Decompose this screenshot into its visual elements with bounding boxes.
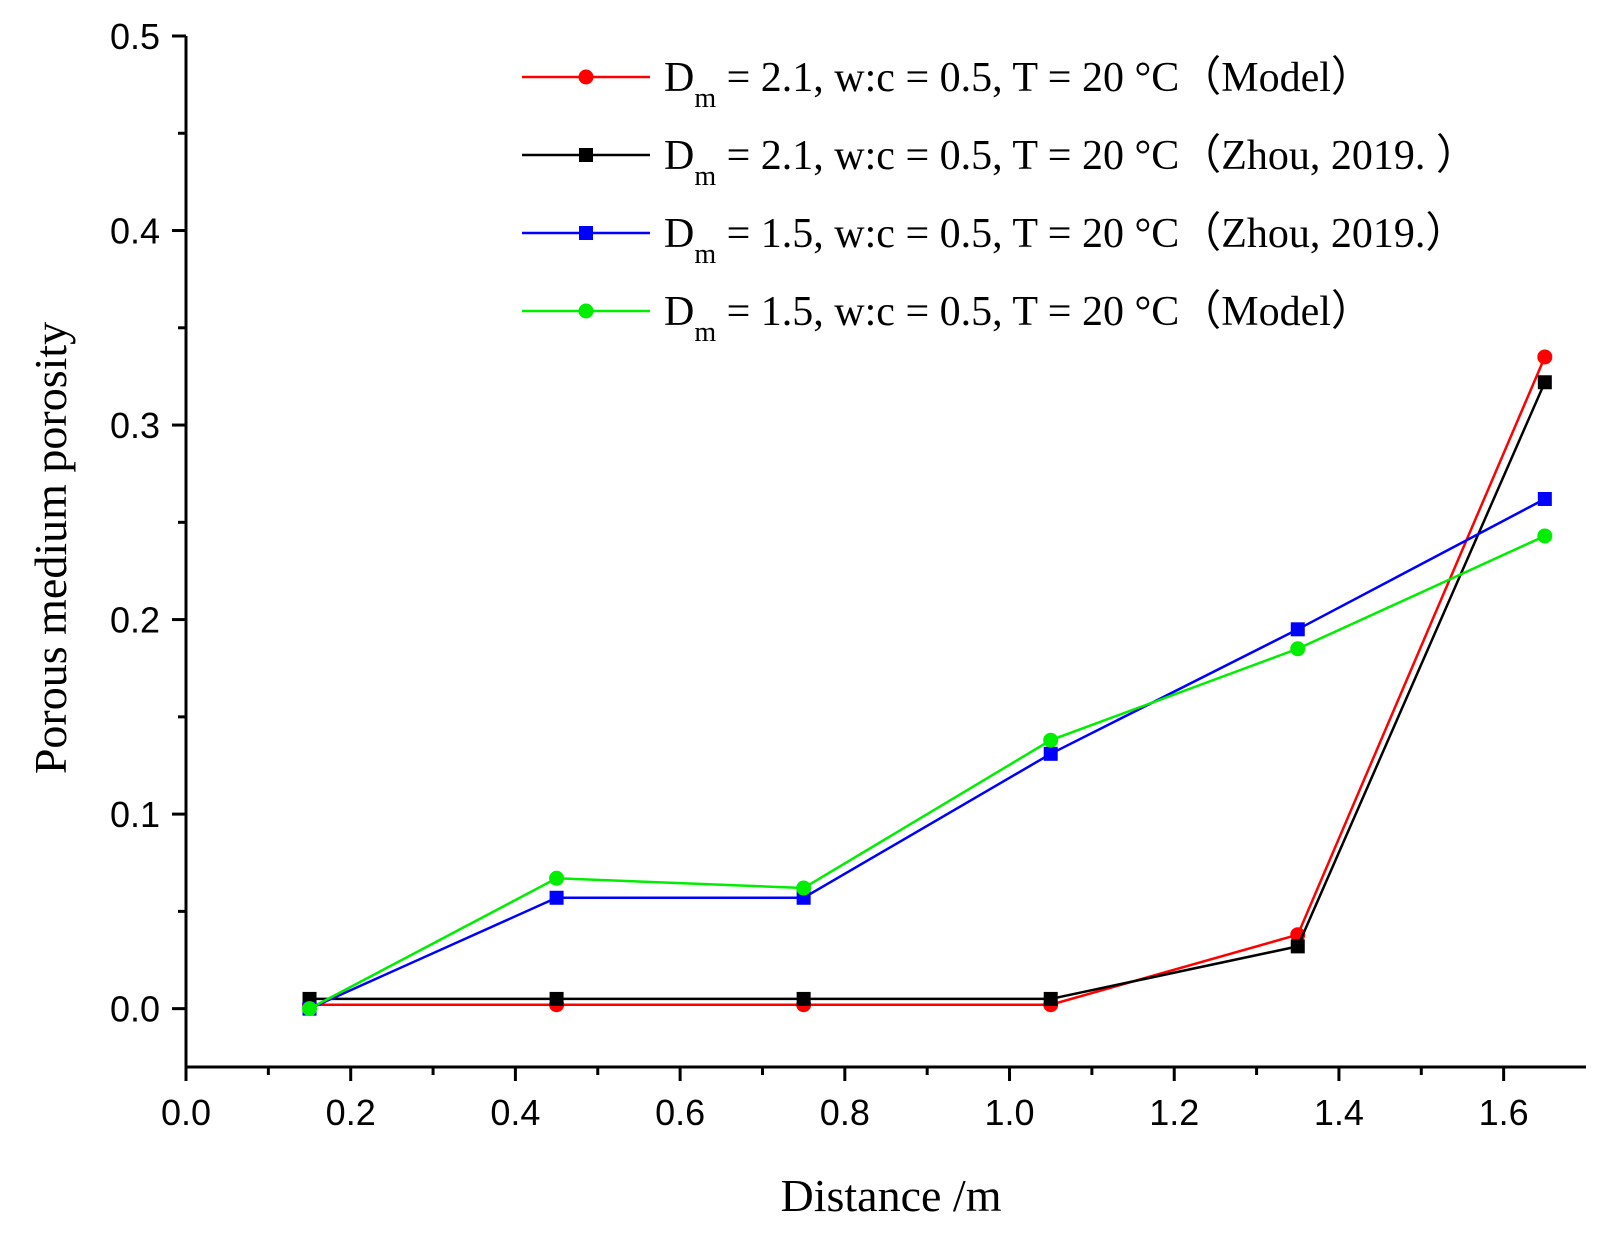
data-point (1290, 622, 1305, 637)
x-tick-label: 0.6 (655, 1092, 705, 1133)
series-3 (302, 491, 1552, 1016)
legend-item: Dm = 2.1, w:c = 0.5, T = 20 °C（Zhou, 201… (522, 133, 1478, 192)
series-line (309, 381, 1546, 1001)
x-tick-label: 1.2 (1149, 1092, 1199, 1133)
x-tick-label: 1.0 (985, 1092, 1035, 1133)
series-2 (302, 375, 1552, 1006)
x-axis-title: Distance /m (781, 1170, 1002, 1221)
x-tick-label: 0.8 (820, 1092, 870, 1133)
y-tick-label: 0.4 (110, 211, 160, 252)
axes: 0.0 0.2 0.4 0.6 0.8 1.0 1.2 1.4 1.6 0.0 0.1 0.2 0.3 0… (110, 16, 1586, 1133)
legend-label: Dm = 1.5, w:c = 0.5, T = 20 °C（Zhou, 201… (664, 211, 1467, 270)
data-point (1537, 349, 1553, 365)
legend-marker (578, 69, 594, 85)
data-point (549, 890, 564, 905)
legend-marker (579, 226, 593, 240)
y-tick-label: 0.2 (110, 600, 160, 641)
y-tick-label: 0.1 (110, 794, 160, 835)
data-point (1537, 375, 1552, 390)
series-line (309, 497, 1546, 1010)
x-tick-label: 1.6 (1479, 1092, 1529, 1133)
legend: Dm = 2.1, w:c = 0.5, T = 20 °C（Model） Dm … (522, 55, 1478, 348)
data-point (1043, 732, 1059, 748)
data-point (796, 991, 811, 1006)
data-point (1043, 746, 1058, 761)
legend-label: Dm = 1.5, w:c = 0.5, T = 20 °C（Model） (664, 289, 1373, 348)
data-point (1537, 491, 1552, 506)
data-point (1043, 991, 1058, 1006)
y-tick-label: 0.0 (110, 989, 160, 1030)
y-axis-title: Porous medium porosity (25, 322, 76, 774)
data-point (1537, 528, 1553, 544)
x-tick-label: 0.4 (490, 1092, 540, 1133)
series-line (308, 534, 1546, 1010)
data-point (302, 1001, 318, 1017)
x-tick-label: 0.0 (161, 1092, 211, 1133)
y-tick-label: 0.5 (110, 16, 160, 57)
data-point (549, 991, 564, 1006)
data-point (1290, 939, 1305, 954)
legend-label: Dm = 2.1, w:c = 0.5, T = 20 °C（Model） (664, 55, 1373, 114)
data-point (796, 880, 812, 896)
legend-marker (578, 303, 594, 319)
legend-item: Dm = 2.1, w:c = 0.5, T = 20 °C（Model） (522, 55, 1373, 114)
series-4 (302, 528, 1553, 1017)
plot-area (302, 349, 1553, 1017)
legend-item: Dm = 1.5, w:c = 0.5, T = 20 °C（Zhou, 201… (522, 211, 1467, 270)
legend-item: Dm = 1.5, w:c = 0.5, T = 20 °C（Model） (522, 289, 1373, 348)
legend-label: Dm = 2.1, w:c = 0.5, T = 20 °C（Zhou, 201… (664, 133, 1478, 192)
x-tick-label: 1.4 (1314, 1092, 1364, 1133)
data-point (549, 870, 565, 886)
data-point (1290, 641, 1306, 657)
x-tick-label: 0.2 (326, 1092, 376, 1133)
legend-marker (579, 148, 593, 162)
series-line (309, 356, 1546, 1007)
y-tick-label: 0.3 (110, 405, 160, 446)
